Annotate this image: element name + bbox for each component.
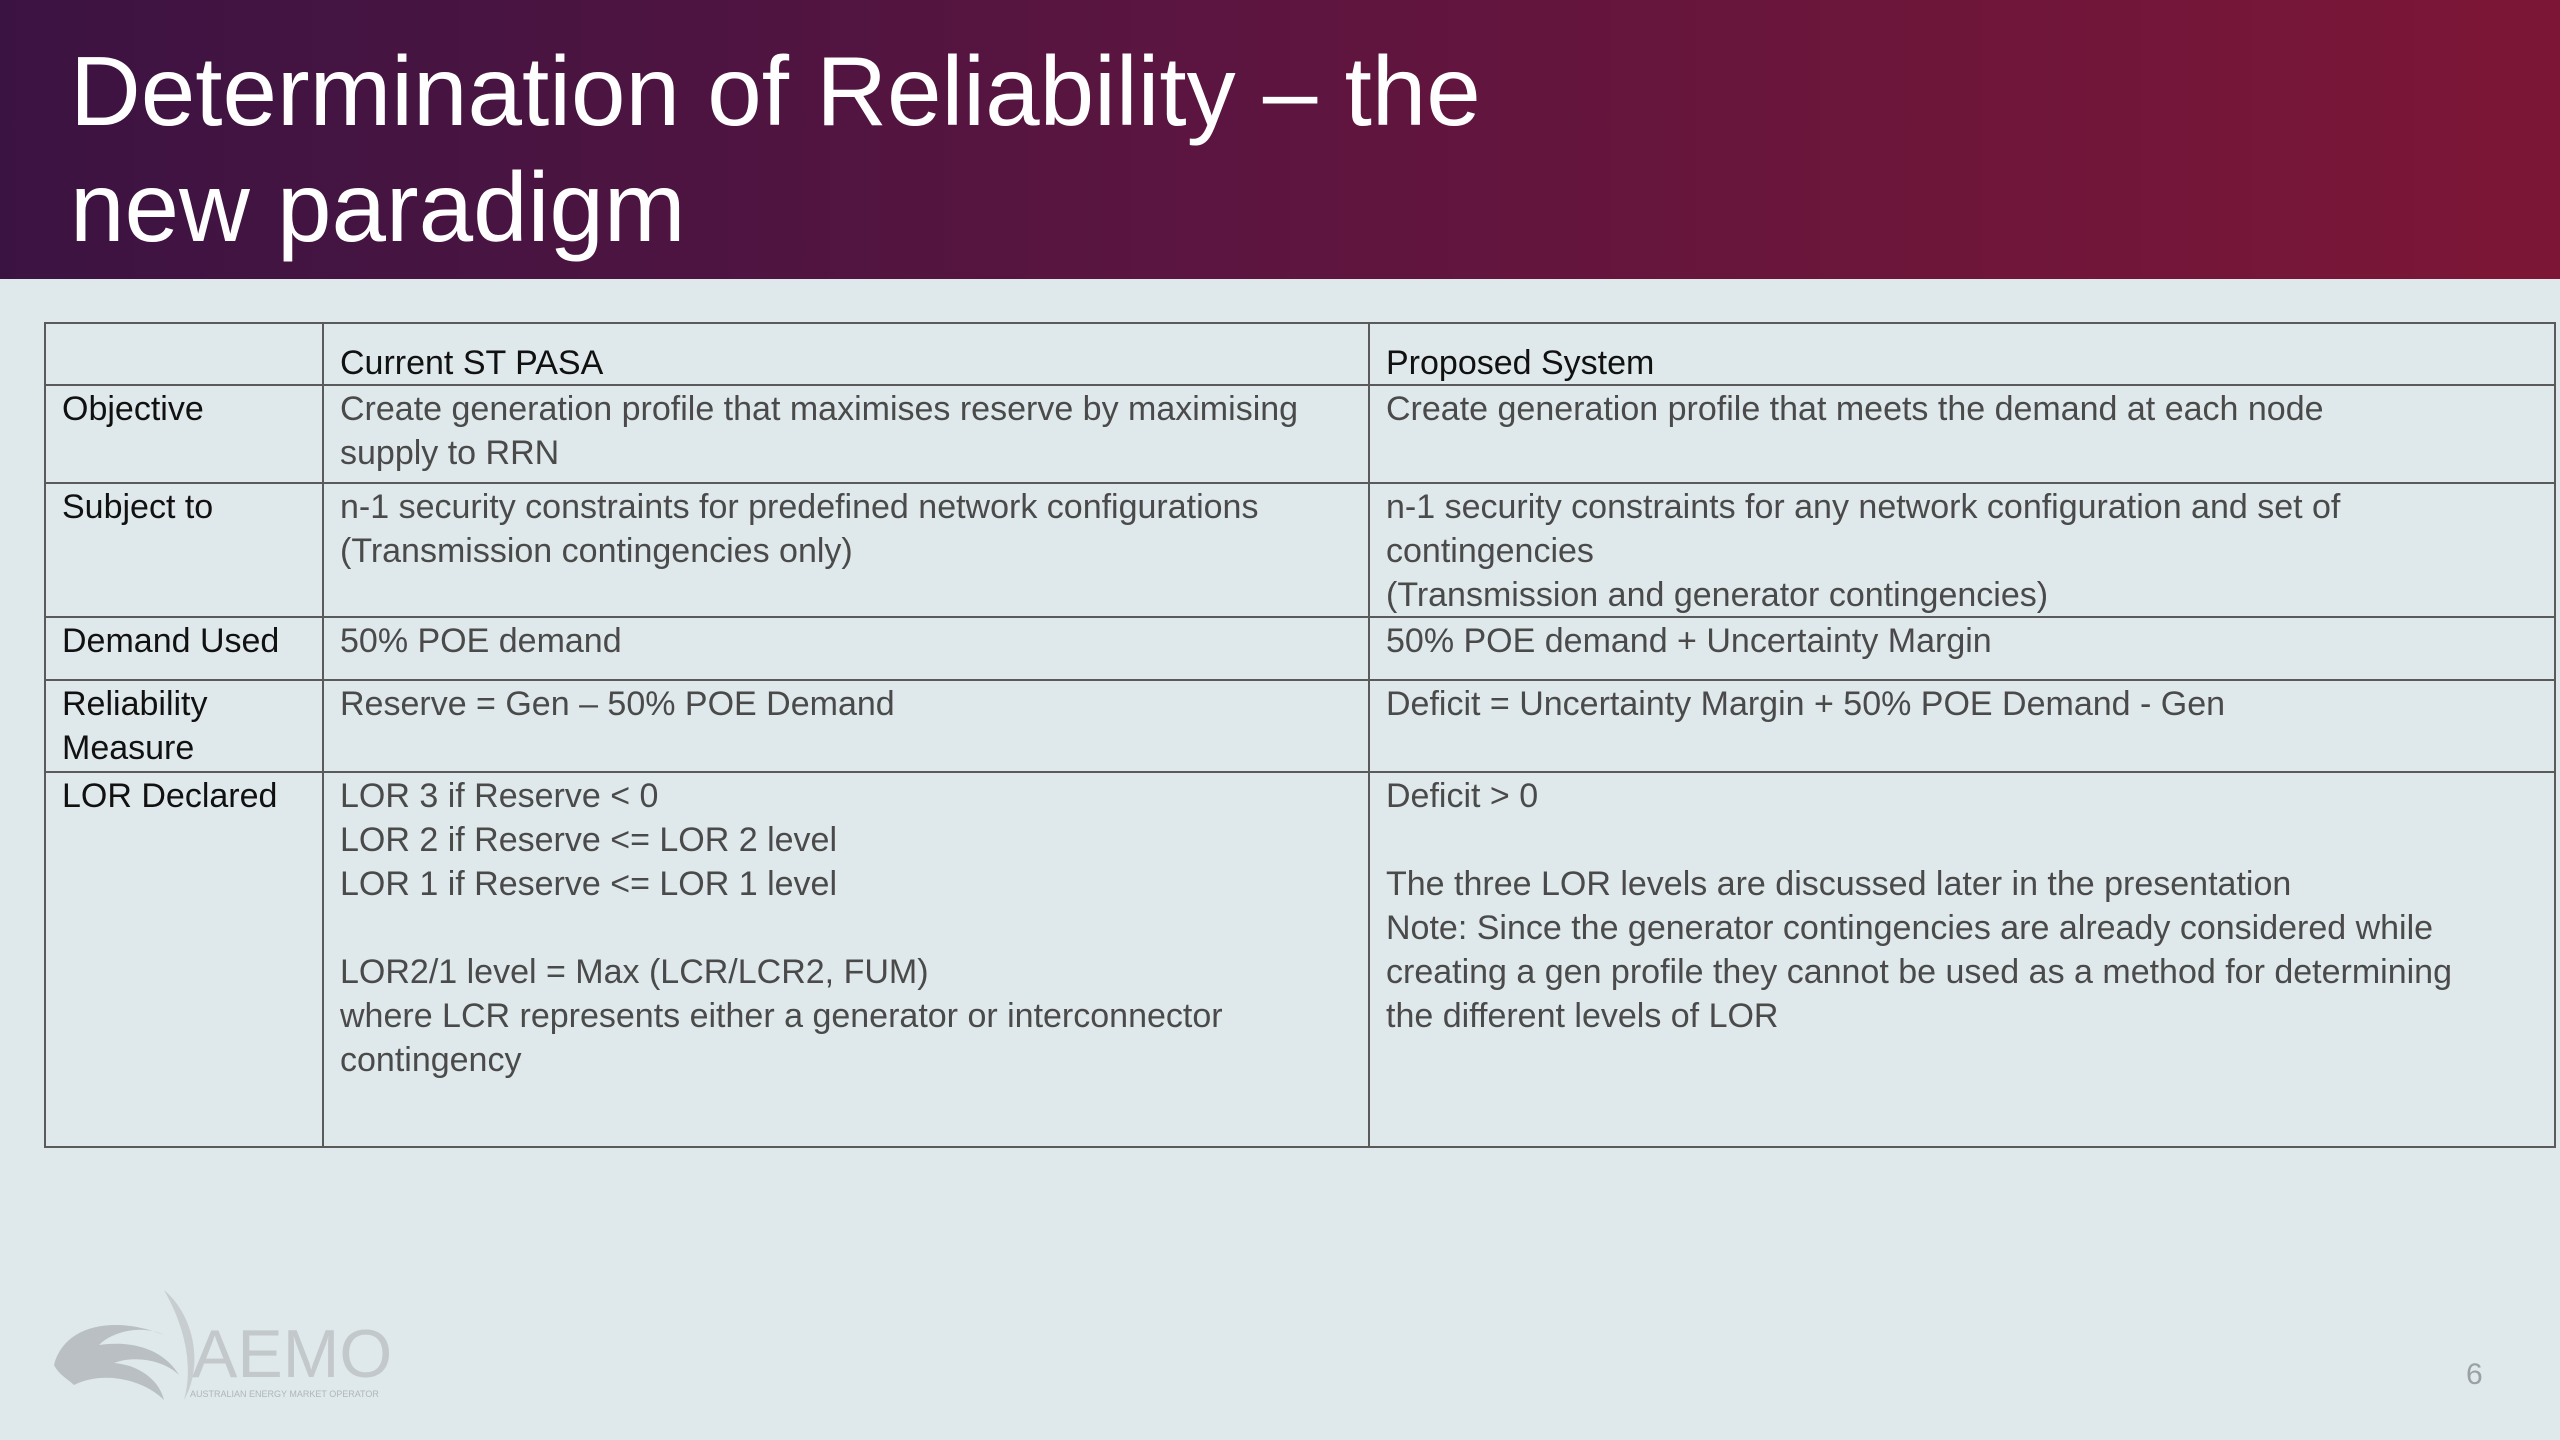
cell-text: the different levels of LOR bbox=[1386, 997, 1779, 1035]
cell-text: creating a gen profile they cannot be us… bbox=[1386, 953, 2453, 991]
table-border bbox=[44, 384, 2556, 386]
cell-text: LOR 2 if Reserve <= LOR 2 level bbox=[340, 821, 838, 859]
cell-text: Reserve = Gen – 50% POE Demand bbox=[340, 685, 895, 723]
table-border bbox=[1368, 322, 1370, 1148]
row-label: Subject to bbox=[62, 488, 214, 526]
cell-text: n-1 security constraints for predefined … bbox=[340, 488, 1259, 526]
logo-mark bbox=[54, 1325, 179, 1400]
row-label: LOR Declared bbox=[62, 777, 278, 815]
cell-text: (Transmission contingencies only) bbox=[340, 532, 853, 570]
table-border bbox=[44, 771, 2556, 773]
cell-text: LOR 1 if Reserve <= LOR 1 level bbox=[340, 865, 838, 903]
column-header: Proposed System bbox=[1386, 344, 1655, 382]
cell-text: 50% POE demand bbox=[340, 622, 622, 660]
cell-text: The three LOR levels are discussed later… bbox=[1386, 865, 2292, 903]
table-border bbox=[44, 482, 2556, 484]
row-label: Measure bbox=[62, 729, 195, 767]
cell-text: contingencies bbox=[1386, 532, 1594, 570]
table-border bbox=[44, 616, 2556, 618]
table-border bbox=[2554, 322, 2556, 1148]
table-border bbox=[44, 1146, 2556, 1148]
cell-text: supply to RRN bbox=[340, 434, 560, 472]
title-band: Determination of Reliability – the new p… bbox=[0, 0, 2560, 279]
logo-subtitle: AUSTRALIAN ENERGY MARKET OPERATOR bbox=[190, 1389, 379, 1399]
row-label: Objective bbox=[62, 390, 204, 428]
title-line: new paradigm bbox=[70, 152, 686, 262]
cell-text: Create generation profile that meets the… bbox=[1386, 390, 2324, 428]
logo-text: AEMO bbox=[192, 1316, 392, 1392]
table-border bbox=[44, 322, 46, 1148]
cell-text: 50% POE demand + Uncertainty Margin bbox=[1386, 622, 1992, 660]
row-label: Reliability bbox=[62, 685, 208, 723]
cell-text: Deficit > 0 bbox=[1386, 777, 1539, 815]
table-border bbox=[322, 322, 324, 1148]
logo: AEMO AUSTRALIAN ENERGY MARKET OPERATOR bbox=[54, 1290, 392, 1400]
cell-text: LOR2/1 level = Max (LCR/LCR2, FUM) bbox=[340, 953, 929, 991]
row-label: Demand Used bbox=[62, 622, 280, 660]
cell-text: Create generation profile that maximises… bbox=[340, 390, 1299, 428]
table-border bbox=[44, 322, 2556, 324]
cell-text: Note: Since the generator contingencies … bbox=[1386, 909, 2434, 947]
cell-text: contingency bbox=[340, 1041, 522, 1079]
page-number: 6 bbox=[2466, 1358, 2483, 1391]
cell-text: n-1 security constraints for any network… bbox=[1386, 488, 2341, 526]
cell-text: where LCR represents either a generator … bbox=[340, 997, 1223, 1035]
cell-text: Deficit = Uncertainty Margin + 50% POE D… bbox=[1386, 685, 2226, 723]
cell-text: LOR 3 if Reserve < 0 bbox=[340, 777, 659, 815]
column-header: Current ST PASA bbox=[340, 344, 604, 382]
title-line: Determination of Reliability – the bbox=[70, 36, 1481, 146]
table-border bbox=[44, 679, 2556, 681]
cell-text: (Transmission and generator contingencie… bbox=[1386, 576, 2049, 614]
logo-mark bbox=[164, 1290, 195, 1400]
